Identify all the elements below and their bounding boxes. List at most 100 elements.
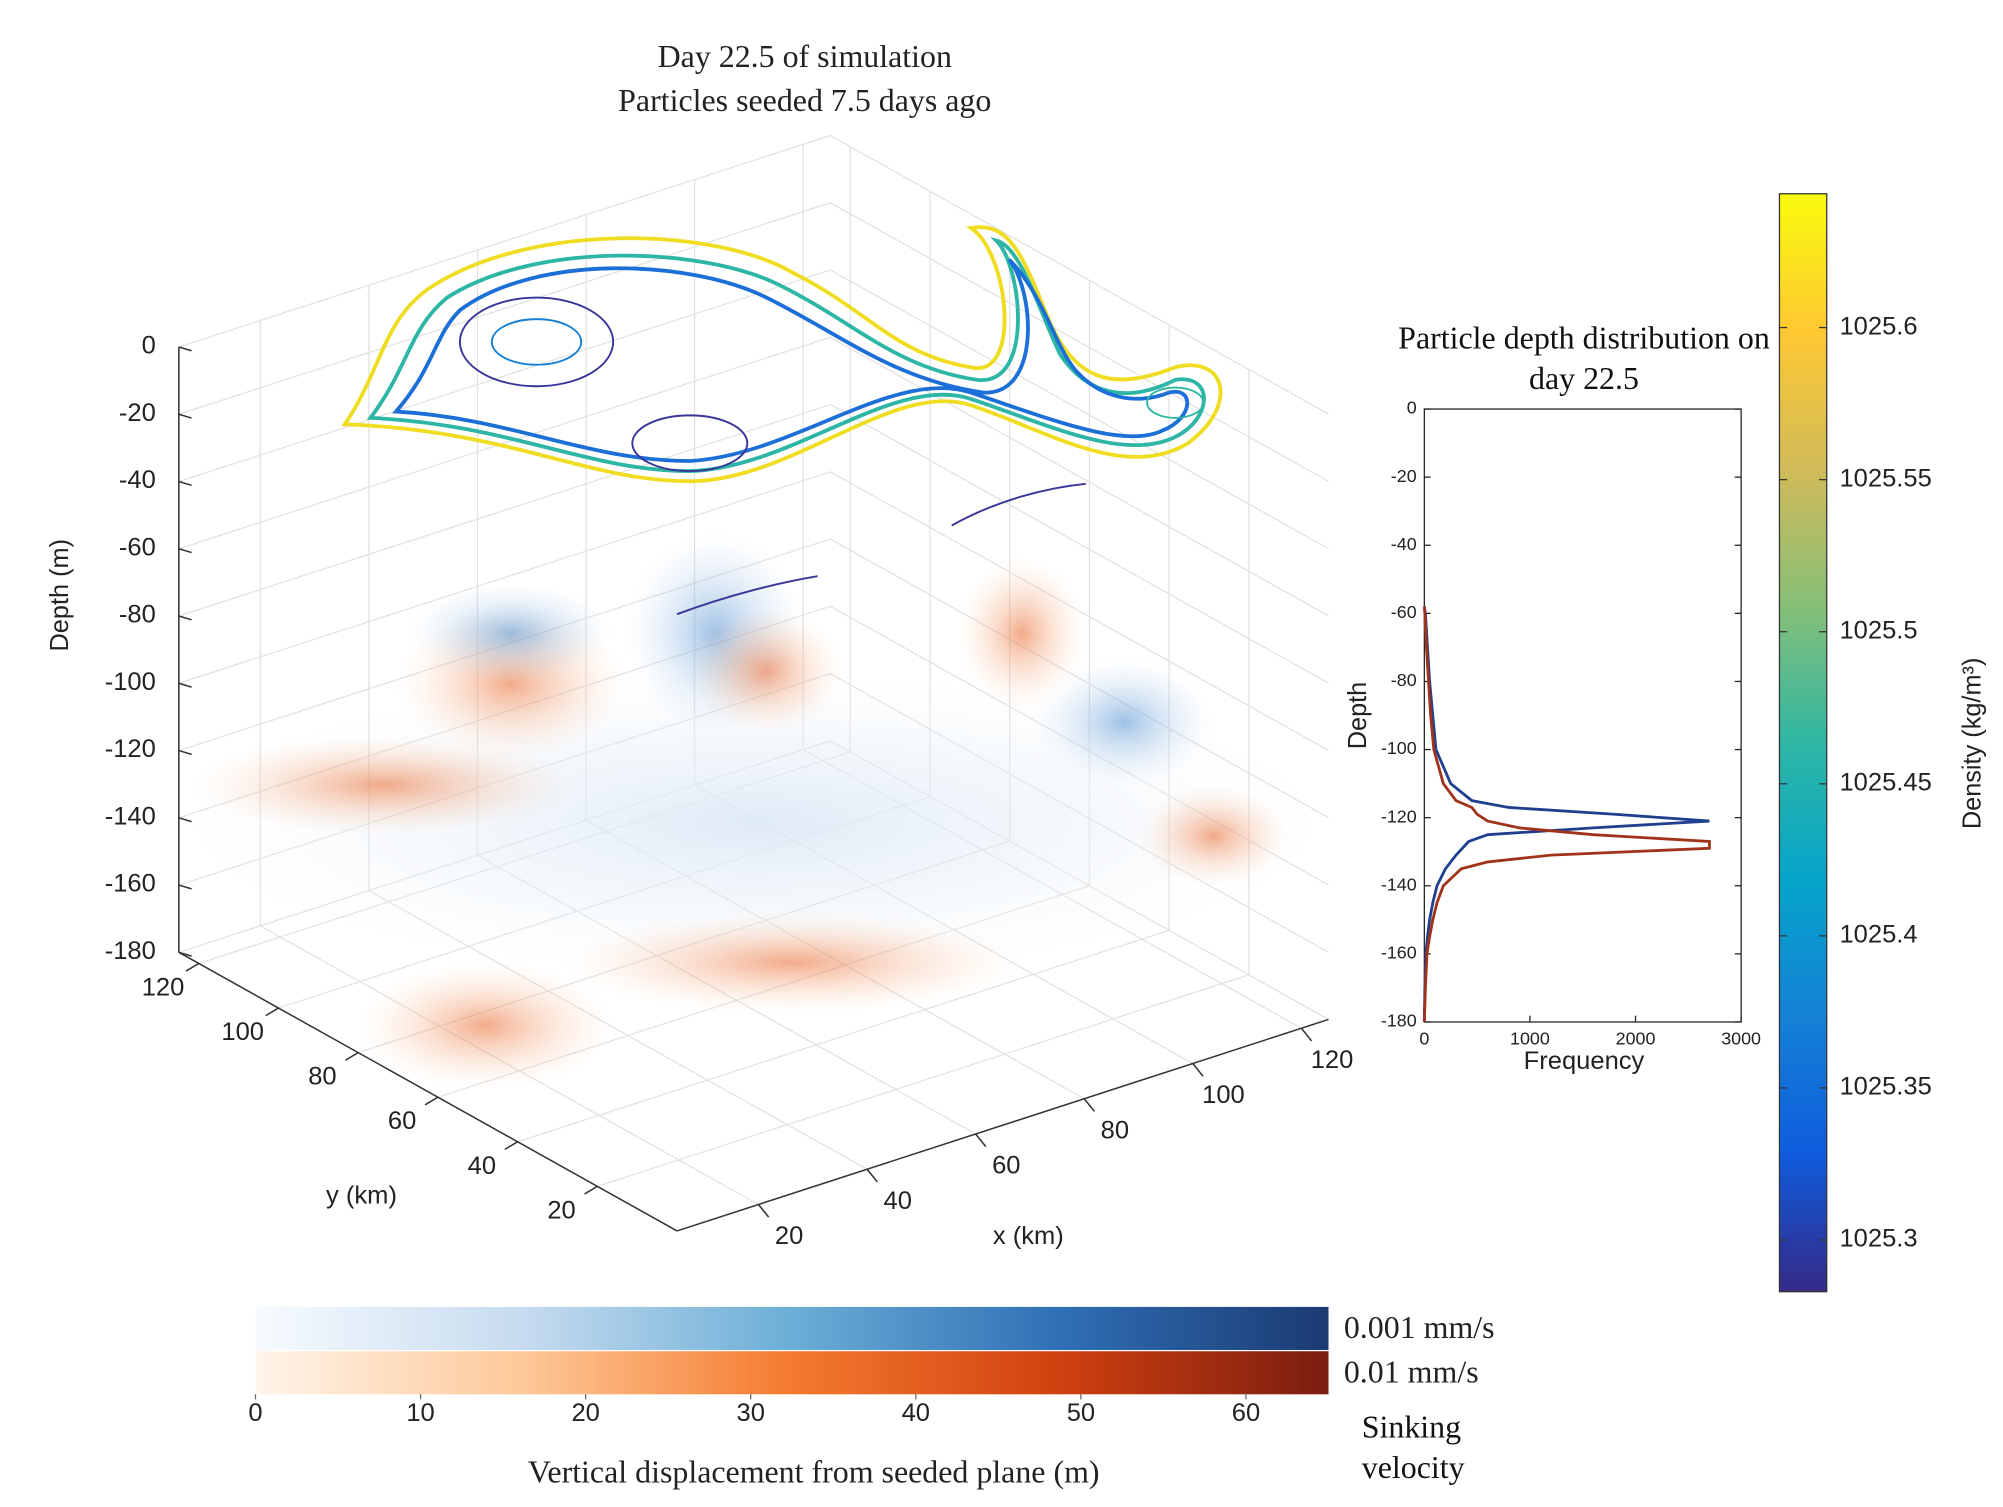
z-tick-label: -80 — [119, 601, 156, 629]
decoration — [689, 607, 844, 735]
x-axis-label: Frequency — [1524, 1047, 1645, 1075]
colorbar-tick-label: 30 — [737, 1399, 765, 1427]
y-tick-label: -80 — [1391, 670, 1417, 690]
y-tick-label: 0 — [1407, 398, 1417, 418]
particle-cloud — [178, 531, 1329, 1090]
chart-title: Day 22.5 of simulation — [658, 39, 952, 74]
colorbar-tick-label: 0 — [248, 1399, 262, 1427]
colorbar-tick-label: 40 — [902, 1399, 930, 1427]
y-axis — [178, 951, 678, 1232]
decoration — [562, 911, 1022, 1014]
grid-line — [178, 134, 831, 348]
y-tick — [185, 962, 200, 972]
x-tick — [1192, 1063, 1204, 1077]
y-tick-label: 100 — [221, 1018, 264, 1046]
z-tick-label: -120 — [105, 735, 156, 763]
x-tick-label: 20 — [775, 1222, 803, 1250]
chart-subtitle: Particles seeded 7.5 days ago — [618, 83, 991, 118]
decoration — [191, 734, 575, 836]
x-tick-label: 40 — [884, 1187, 912, 1215]
y-tick-label: 40 — [468, 1152, 496, 1180]
grid-line — [517, 929, 1170, 1143]
z-tick — [178, 548, 192, 554]
hist-title: Particle depth distribution on day 22.5 — [1398, 321, 1770, 397]
x-tick-label: 2000 — [1616, 1028, 1656, 1048]
colorbar — [255, 1351, 1329, 1395]
y-tick — [265, 1007, 279, 1017]
x-tick-label: 3000 — [1721, 1028, 1761, 1048]
colorbar-tick-label: 1025.35 — [1839, 1073, 1931, 1101]
z-tick-label: -20 — [119, 399, 156, 427]
decoration — [1136, 785, 1291, 887]
x-tick — [1083, 1098, 1096, 1112]
colorbar — [1778, 193, 1828, 1293]
colorbar-tick-label: 20 — [571, 1399, 599, 1427]
y-axis-label: y (km) — [326, 1182, 397, 1210]
y-tick — [345, 1051, 359, 1061]
colorbar-label: Density (kg/m³) — [1958, 658, 1986, 830]
grid-line — [830, 134, 1329, 415]
z-tick-label: 0 — [142, 332, 156, 360]
z-tick-label: -60 — [119, 534, 156, 562]
y-tick-label: -140 — [1381, 875, 1417, 895]
y-tick-label: -160 — [1381, 943, 1417, 963]
x-axis-label: x (km) — [993, 1222, 1064, 1250]
x-tick — [866, 1168, 878, 1183]
x-tick-label: 0 — [1419, 1028, 1429, 1048]
colorbar-tick-label: 1025.45 — [1839, 769, 1931, 797]
z-tick-label: -140 — [105, 803, 156, 831]
x-tick-label: 1000 — [1510, 1028, 1550, 1048]
y-axis-label: Depth — [1344, 682, 1372, 750]
z-tick — [178, 480, 192, 487]
colorbar-tick-label: 1025.55 — [1839, 464, 1931, 492]
z-tick — [178, 615, 192, 621]
z-tick-label: -40 — [119, 466, 156, 494]
decoration — [357, 962, 614, 1090]
x-tick-label: 100 — [1202, 1081, 1245, 1109]
legend-title: Sinking velocity — [1361, 1410, 1465, 1486]
legend-label: 0.01 mm/s — [1344, 1355, 1479, 1390]
z-axis-label: Depth (m) — [46, 539, 74, 652]
series-line — [1422, 606, 1711, 1023]
colorbar — [255, 1306, 1329, 1350]
z-tick-label: -160 — [105, 870, 156, 898]
z-tick — [178, 413, 192, 419]
colorbar-tick-label: 50 — [1067, 1399, 1095, 1427]
z-tick — [178, 749, 192, 756]
x-tick — [975, 1133, 987, 1148]
y-tick-label: 20 — [547, 1196, 575, 1224]
colorbar-tick-label: 1025.6 — [1839, 312, 1917, 340]
x-tick — [1300, 1027, 1313, 1042]
grid-line — [178, 471, 831, 684]
z-tick — [178, 346, 192, 352]
colorbar-tick-label: 1025.5 — [1839, 617, 1917, 645]
y-tick — [584, 1185, 598, 1195]
y-tick-label: -40 — [1391, 534, 1417, 554]
colorbar-tick-label: 1025.4 — [1839, 921, 1917, 949]
grid-line — [178, 269, 831, 483]
grid-line — [830, 336, 1329, 617]
grid-line — [178, 202, 831, 415]
colorbar-tick-label: 1025.3 — [1839, 1225, 1917, 1253]
grid-line — [830, 269, 1329, 550]
x-tick-label: 120 — [1311, 1046, 1354, 1074]
grid-line — [830, 403, 1329, 684]
grid-line — [178, 403, 831, 617]
y-tick-label: -120 — [1381, 806, 1417, 826]
decoration — [408, 582, 614, 684]
colorbar-xlabel: Vertical displacement from seeded plane … — [528, 1455, 1100, 1490]
grid-line — [178, 336, 831, 550]
z-tick — [178, 682, 192, 688]
grid-line — [597, 974, 1250, 1187]
decoration — [958, 557, 1086, 710]
y-tick — [504, 1141, 519, 1151]
series-line — [1422, 606, 1710, 1022]
legend-label: 0.001 mm/s — [1344, 1310, 1495, 1345]
y-tick-label: 60 — [388, 1107, 416, 1135]
y-tick — [424, 1096, 439, 1106]
legend-title-box: Sinking velocity — [1361, 1410, 1465, 1486]
hist-title-box: Particle depth distribution on day 22.5 — [1398, 321, 1770, 397]
colorbar-tick-label: 60 — [1232, 1399, 1260, 1427]
